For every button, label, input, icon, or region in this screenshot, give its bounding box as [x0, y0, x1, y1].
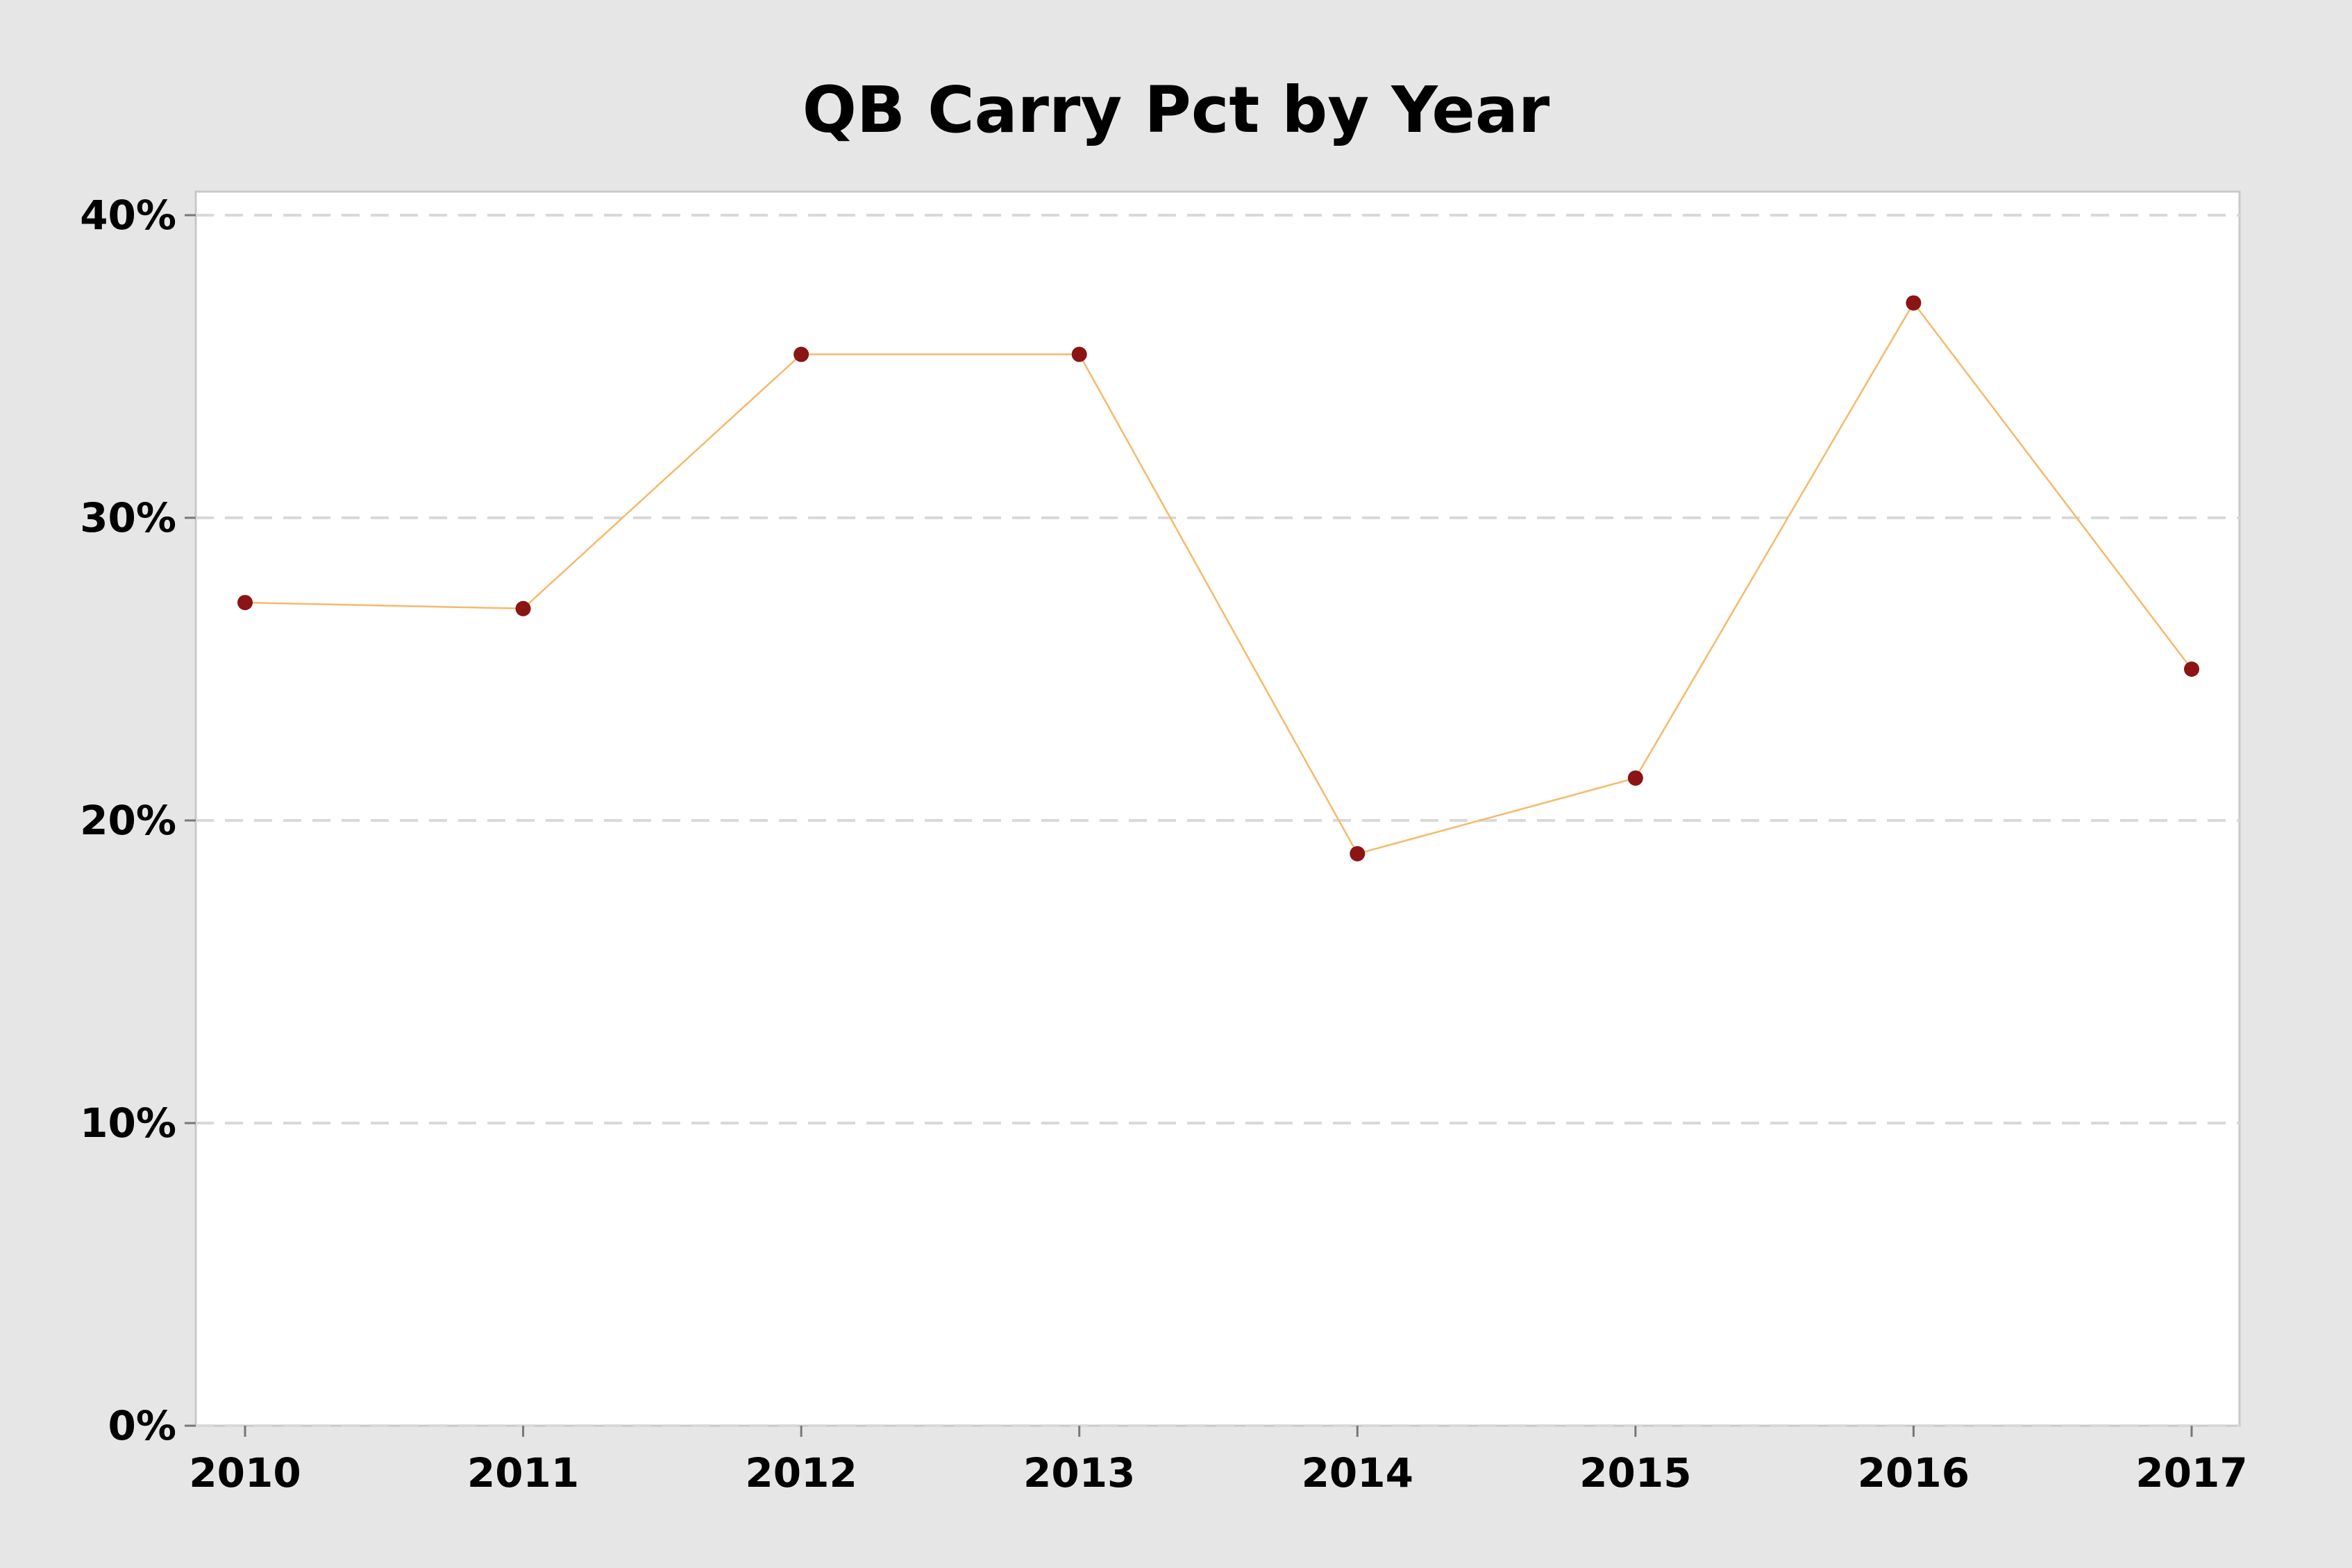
data-point-2017 — [2184, 661, 2199, 677]
axes: 0% 10% 20% 30% 40% 2010 2011 2012 2013 2014 2015 20… — [80, 192, 2248, 1497]
y-tick-label-4: 40% — [80, 192, 176, 239]
data-point-2012 — [793, 346, 809, 362]
data-point-2014 — [1350, 845, 1366, 861]
data-point-2016 — [1906, 295, 1922, 311]
data-markers — [237, 295, 2199, 861]
x-tick-label-5: 2015 — [1579, 1449, 1691, 1497]
chart-title: QB Carry Pct by Year — [803, 73, 1550, 147]
y-tick-label-2: 20% — [80, 797, 176, 844]
x-tick-label-3: 2013 — [1023, 1449, 1135, 1497]
y-tick-label-1: 10% — [80, 1099, 176, 1147]
series-line-layer — [244, 301, 2192, 855]
x-tick-label-2: 2012 — [745, 1449, 857, 1497]
x-tick-label-4: 2014 — [1302, 1449, 1413, 1497]
data-point-2015 — [1627, 770, 1643, 786]
data-point-2010 — [237, 595, 253, 611]
y-tick-label-0: 0% — [108, 1402, 176, 1449]
x-tick-label-0: 2010 — [189, 1449, 301, 1497]
y-tick-label-3: 30% — [80, 494, 176, 541]
data-point-2011 — [515, 600, 531, 616]
x-tick-label-6: 2016 — [1858, 1449, 1969, 1497]
series-line-0 — [244, 301, 2192, 855]
data-point-2013 — [1071, 346, 1087, 362]
plot-area — [194, 190, 2241, 1427]
gridlines — [196, 214, 2240, 1427]
x-tick-label-1: 2011 — [467, 1449, 579, 1497]
x-tick-label-7: 2017 — [2135, 1449, 2247, 1497]
